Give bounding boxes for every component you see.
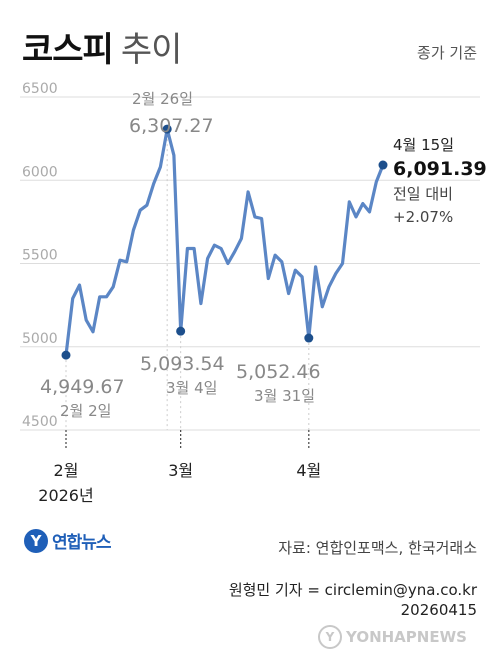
annotation-value: 5,093.54 <box>140 353 225 375</box>
price-basis-note: 종가 기준 <box>417 44 477 62</box>
yonhapnews-watermark: Y YONHAPNEWS <box>318 625 467 649</box>
y-tick-label: 6000 <box>22 164 58 180</box>
y-tick-label: 5000 <box>22 331 58 347</box>
annotation-marker <box>61 350 71 360</box>
annotation-change-label: 전일 대비 <box>393 185 453 203</box>
x-tick-label: 4월 <box>296 461 321 480</box>
y-tick-label: 6500 <box>22 81 58 97</box>
chart-title: 코스피 추이 <box>22 22 183 71</box>
yonhap-logo-text: 연합뉴스 <box>52 533 112 553</box>
annotation-date: 3월 31일 <box>254 387 315 405</box>
x-tick-label: 3월 <box>168 461 193 480</box>
watermark-text: YONHAPNEWS <box>346 628 467 646</box>
reporter-credit: 원형민 기자 = circlemin@yna.co.kr <box>228 581 477 599</box>
watermark-icon: Y <box>318 625 342 649</box>
annotation-change: +2.07% <box>393 208 453 226</box>
annotation-date: 2월 2일 <box>60 402 111 420</box>
annotation-marker <box>176 326 186 336</box>
title-main: 코스피 <box>22 30 114 70</box>
publish-date: 20260415 <box>400 601 477 619</box>
title-sub: 추이 <box>120 30 183 70</box>
annotation-value: 6,091.39 <box>393 158 487 180</box>
annotation-date: 2월 26일 <box>132 90 193 108</box>
annotation-marker <box>162 124 172 134</box>
annotation-date: 3월 4일 <box>166 379 217 397</box>
annotation-marker <box>378 160 388 170</box>
yonhap-logo: Y 연합뉴스 <box>24 528 112 553</box>
y-tick-label: 4500 <box>22 414 58 430</box>
annotation-value: 4,949.67 <box>40 376 125 398</box>
annotation-date: 4월 15일 <box>393 136 454 154</box>
source-note: 자료: 연합인포맥스, 한국거래소 <box>278 539 477 557</box>
kospi-series-line <box>64 127 385 357</box>
reporter-block: 원형민 기자 = circlemin@yna.co.kr 20260415 <box>229 580 477 620</box>
x-tick-label: 2월 <box>54 461 79 480</box>
annotation-value: 5,052.46 <box>236 361 321 383</box>
kospi-line-chart: 6500 6000 5500 5000 4500 2월 3월 4월 2026년 4,949.67 2… <box>20 81 487 505</box>
annotation-marker <box>304 333 314 343</box>
x-year-label: 2026년 <box>38 486 93 505</box>
y-tick-label: 5500 <box>22 248 58 264</box>
yonhap-logo-icon: Y <box>24 528 48 553</box>
annotation-value: 6,307.27 <box>129 115 214 137</box>
